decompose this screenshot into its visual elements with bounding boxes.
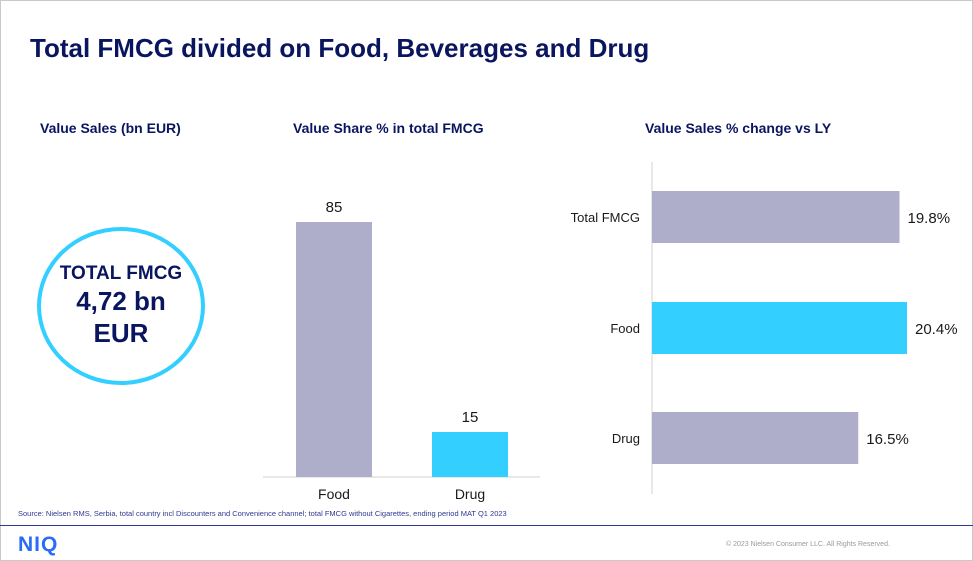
source-note: Source: Nielsen RMS, Serbia, total count… <box>18 509 507 518</box>
change-category-label-drug: Drug <box>612 431 640 446</box>
page-title: Total FMCG divided on Food, Beverages an… <box>30 33 650 63</box>
kpi-unit: EUR <box>93 318 149 348</box>
share-category-label-drug: Drug <box>455 486 485 502</box>
kpi-circle: TOTAL FMCG 4,72 bn EUR <box>37 227 205 385</box>
copyright-text: © 2023 Nielsen Consumer LLC. All Rights … <box>726 541 890 548</box>
change-category-label-food: Food <box>610 321 640 336</box>
change-heading: Value Sales % change vs LY <box>645 120 832 136</box>
share-data-label-food: 85 <box>326 199 343 216</box>
share-category-label-food: Food <box>318 486 350 502</box>
change-bar-food <box>652 302 907 354</box>
change-bar-drug <box>652 412 859 464</box>
value-sales-heading: Value Sales (bn EUR) <box>40 120 181 136</box>
niq-logo: NIQ <box>18 533 59 556</box>
change-bar-total-fmcg <box>652 191 900 243</box>
change-data-label-total-fmcg: 19.8% <box>908 210 951 227</box>
share-data-label-drug: 15 <box>462 409 479 426</box>
change-category-label-total-fmcg: Total FMCG <box>571 210 640 225</box>
kpi-label: TOTAL FMCG <box>59 263 183 284</box>
change-data-label-food: 20.4% <box>915 321 958 338</box>
value-share-heading: Value Share % in total FMCG <box>293 120 484 136</box>
share-bar-food <box>296 222 372 477</box>
footer-divider <box>0 525 973 526</box>
change-data-label-drug: 16.5% <box>866 431 909 448</box>
share-bar-drug <box>432 432 508 477</box>
kpi-value: 4,72 bn <box>76 286 166 316</box>
